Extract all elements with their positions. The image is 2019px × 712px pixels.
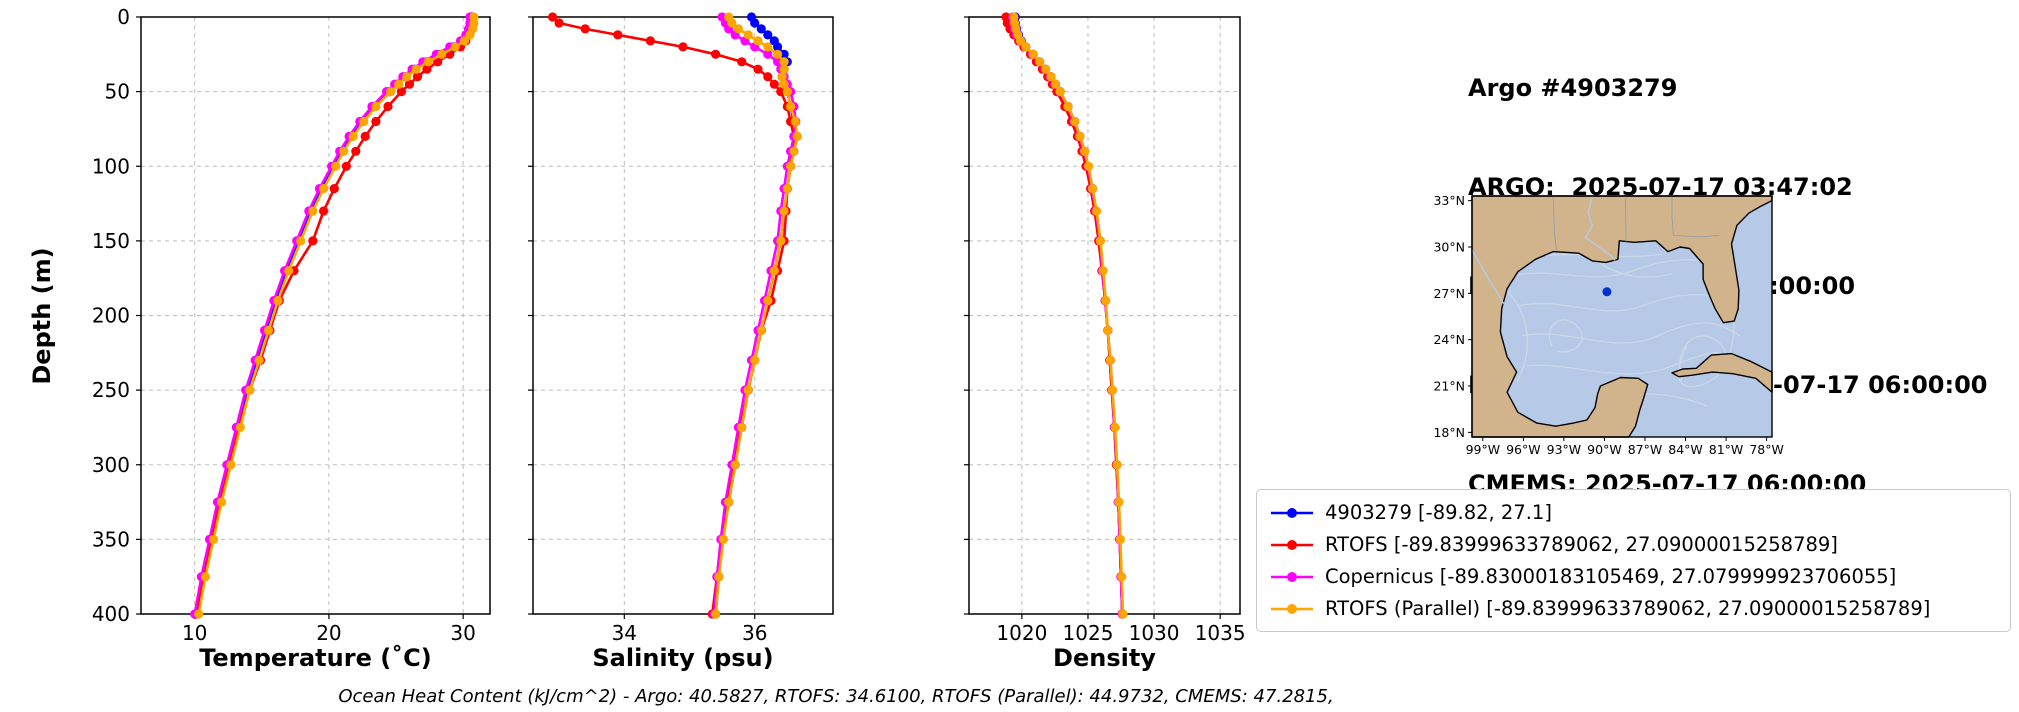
svg-text:99°W: 99°W	[1466, 442, 1501, 457]
svg-text:150: 150	[92, 229, 130, 253]
svg-text:200: 200	[92, 304, 130, 328]
tick-marks	[136, 16, 464, 619]
map-frame	[1471, 195, 1773, 438]
svg-text:33°N: 33°N	[1433, 193, 1465, 208]
map-tick-labels: 99°W 96°W 93°W 90°W 87°W 84°W 81°W 78°W 33°N 30°N…	[1433, 193, 1783, 457]
svg-text:20: 20	[316, 621, 341, 645]
density-profile-chart: 1020 1025 1030 1035	[964, 12, 1246, 645]
svg-text:1020: 1020	[996, 621, 1047, 645]
svg-text:1030: 1030	[1129, 621, 1180, 645]
state-borders	[1552, 195, 1720, 251]
map-tick-marks	[1468, 200, 1768, 441]
svg-text:30°N: 30°N	[1433, 239, 1465, 254]
mainland-landmass	[1471, 195, 1773, 438]
svg-text:300: 300	[92, 453, 130, 477]
header-title: Argo #4903279	[1468, 74, 1678, 102]
svg-text:400: 400	[92, 602, 130, 626]
legend-item-label: Copernicus [-89.83000183105469, 27.07999…	[1325, 565, 1897, 588]
tick-labels: 1020 1025 1030 1035	[996, 621, 1245, 645]
temperature-axis-label: Temperature (˚C)	[199, 644, 432, 672]
tick-marks	[964, 16, 1221, 619]
svg-text:10: 10	[182, 621, 207, 645]
legend-marker-RTOFS	[1271, 603, 1313, 614]
legend-item-label: RTOFS [-89.83999633789062, 27.0900001525…	[1325, 533, 1838, 556]
svg-text:1025: 1025	[1063, 621, 1114, 645]
float-position-marker	[1602, 287, 1612, 297]
svg-text:350: 350	[92, 527, 130, 551]
svg-text:24°N: 24°N	[1433, 332, 1465, 347]
depth-axis-label: Depth (m)	[28, 247, 56, 385]
header-argo-time: ARGO: 2025-07-17 03:47:02	[1468, 173, 1853, 201]
salinity-axis-label: Salinity (psu)	[592, 644, 774, 672]
svg-text:21°N: 21°N	[1433, 379, 1465, 394]
svg-text:87°W: 87°W	[1628, 442, 1663, 457]
svg-text:50: 50	[105, 80, 130, 104]
legend: 4903279 [-89.82, 27.1] RTOFS [-89.8399963…	[1256, 489, 2011, 632]
svg-text:27°N: 27°N	[1433, 286, 1465, 301]
series-RTOFS (Parallel)	[194, 12, 479, 619]
svg-text:84°W: 84°W	[1668, 442, 1703, 457]
svg-text:0: 0	[117, 5, 130, 29]
density-axis-label: Density	[1053, 644, 1156, 672]
svg-text:1035: 1035	[1195, 621, 1246, 645]
svg-text:93°W: 93°W	[1547, 442, 1582, 457]
series-RTOFS (Parallel)	[1009, 12, 1128, 619]
tick-labels: 34 36	[612, 621, 768, 645]
salinity-profile-chart: 34 36	[528, 12, 834, 645]
legend-item: RTOFS [-89.83999633789062, 27.0900001525…	[1269, 531, 1998, 558]
series-RTOFS (Parallel)	[711, 12, 802, 619]
legend-item: RTOFS (Parallel) [-89.83999633789062, 27…	[1269, 595, 1998, 622]
svg-text:36: 36	[742, 621, 767, 645]
legend-marker-RTOFS	[1271, 539, 1313, 550]
svg-text:30: 30	[450, 621, 475, 645]
legend-item: Copernicus [-89.83000183105469, 27.07999…	[1269, 563, 1998, 590]
legend-item-label: 4903279 [-89.82, 27.1]	[1325, 501, 1552, 524]
legend-item: 4903279 [-89.82, 27.1]	[1269, 499, 1998, 526]
svg-text:81°W: 81°W	[1709, 442, 1744, 457]
ocean-heat-content-note: Ocean Heat Content (kJ/cm^2) - Argo: 40.…	[338, 686, 1334, 707]
gulf-of-mexico-map: 99°W 96°W 93°W 90°W 87°W 84°W 81°W 78°W 33°N 30°N…	[1433, 193, 1783, 457]
svg-text:96°W: 96°W	[1506, 442, 1541, 457]
svg-text:90°W: 90°W	[1587, 442, 1622, 457]
gridlines	[141, 16, 490, 615]
gridlines	[969, 16, 1240, 615]
svg-text:34: 34	[612, 621, 637, 645]
svg-text:78°W: 78°W	[1749, 442, 1784, 457]
svg-text:100: 100	[92, 154, 130, 178]
legend-item-label: RTOFS (Parallel) [-89.83999633789062, 27…	[1325, 597, 1931, 620]
rivers	[1471, 195, 1616, 310]
legend-marker-4903279	[1271, 507, 1313, 518]
tick-marks	[528, 16, 756, 619]
svg-text:250: 250	[92, 378, 130, 402]
legend-marker-Copernicus	[1271, 571, 1313, 582]
svg-text:18°N: 18°N	[1433, 425, 1465, 440]
